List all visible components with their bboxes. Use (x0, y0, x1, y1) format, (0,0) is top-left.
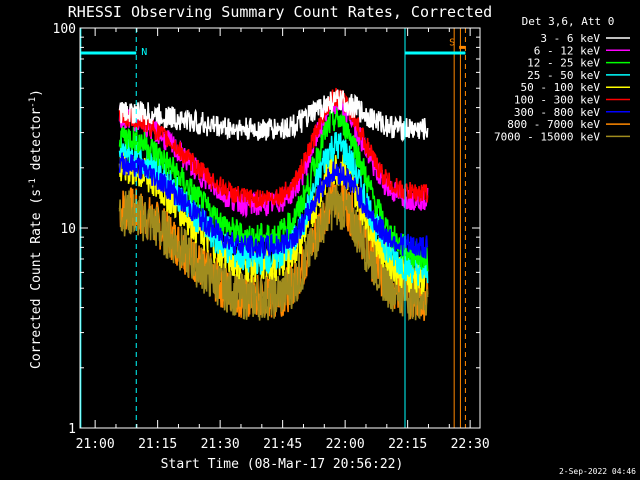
y-tick-label: 100 (53, 22, 76, 37)
y-axis-label: Corrected Count Rate (s-1 detector-1) (28, 89, 44, 369)
series-line (118, 185, 429, 322)
x-tick-label: 21:15 (138, 437, 177, 452)
x-tick-label: 21:00 (76, 437, 115, 452)
y-tick-label: 1 (68, 422, 76, 437)
y-axis-label-part2: detector (29, 108, 44, 179)
x-tick-label: 21:45 (263, 437, 302, 452)
y-axis-label-part1: Corrected Count Rate (s (29, 189, 44, 369)
x-tick-label: 22:30 (451, 437, 490, 452)
legend-label: 50 - 100 keV (521, 81, 601, 94)
y-axis-label-part3: ) (29, 89, 44, 97)
x-axis-label: Start Time (08-Mar-17 20:56:22) (161, 457, 404, 472)
y-tick-label: 10 (60, 222, 76, 237)
legend-label: 100 - 300 keV (514, 94, 600, 107)
x-tick-label: 21:30 (201, 437, 240, 452)
legend-label: 800 - 7000 keV (507, 118, 600, 131)
legend-label: 3 - 6 keV (540, 32, 600, 45)
legend-label: 12 - 25 keV (527, 57, 600, 70)
series-line (118, 89, 429, 143)
series-line (118, 87, 429, 208)
ticks-layer: 1 10 100 21:00 21:15 21:30 21:45 22:00 22:15 22:3… (53, 22, 490, 452)
flag-label-n: N (141, 47, 147, 58)
flag-label-s: S (449, 37, 455, 48)
legend-label: 6 - 12 keV (534, 44, 601, 57)
y-axis-label-sup1: -1 (28, 178, 38, 189)
legend-header: Det 3,6, Att 0 (522, 15, 615, 28)
series-layer (118, 87, 429, 322)
legend-label: 25 - 50 keV (527, 69, 600, 82)
x-tick-label: 22:15 (388, 437, 427, 452)
x-tick-label: 22:00 (326, 437, 365, 452)
series-line (118, 152, 429, 259)
footer-timestamp: 2-Sep-2022 04:46 (559, 467, 636, 476)
legend-label: 7000 - 15000 keV (494, 130, 600, 143)
legend-label: 300 - 800 keV (514, 106, 600, 119)
chart-title: RHESSI Observing Summary Count Rates, Co… (68, 3, 492, 21)
y-axis-label-sup2: -1 (28, 97, 38, 108)
